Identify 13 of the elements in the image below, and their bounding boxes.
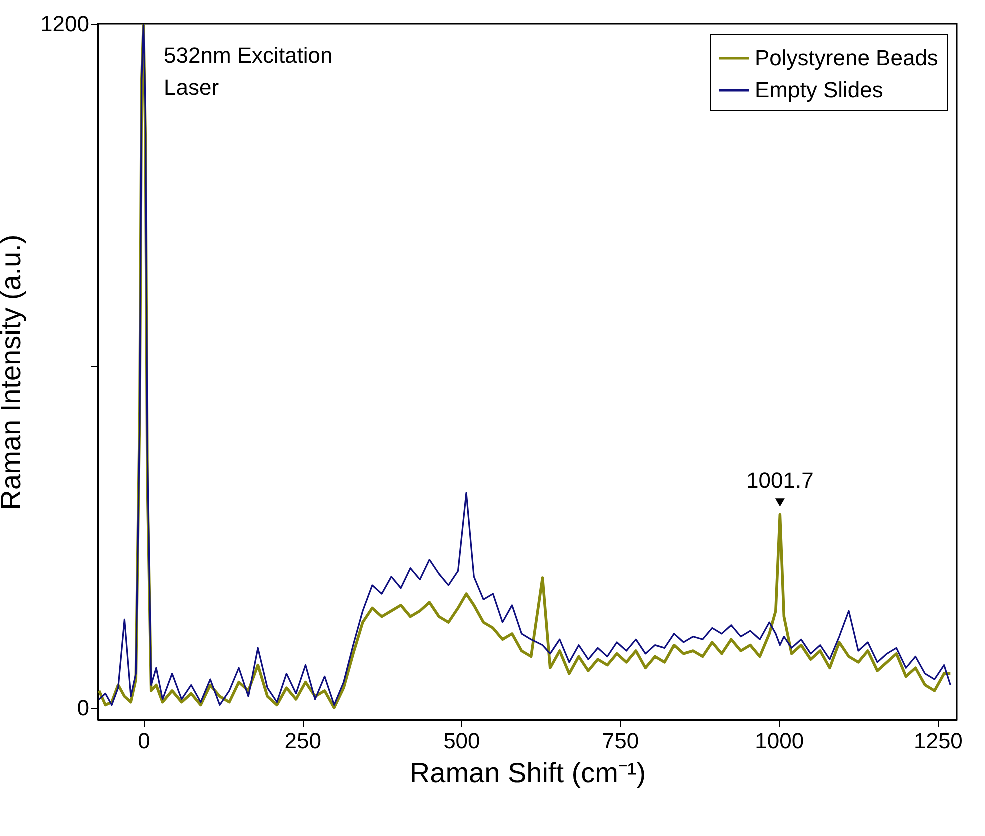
x-axis-title: Raman Shift (cm⁻¹) [410, 758, 646, 788]
x-tick-label: 1000 [755, 728, 804, 754]
legend-label: Empty Slides [755, 78, 884, 102]
x-tick-label: 500 [444, 728, 480, 754]
y-axis-title: Raman Intensity (a.u.) [0, 234, 27, 510]
legend-label: Polystyrene Beads [755, 46, 938, 70]
x-tick-label: 750 [602, 728, 640, 754]
annotation: 1001.7 [746, 468, 814, 493]
x-tick-label: 1250 [914, 728, 963, 754]
y-tick-label: 1200 [40, 12, 90, 36]
annotation: 532nm Excitation Laser [164, 43, 333, 100]
x-tick-label: 250 [284, 728, 322, 754]
x-tick-label: 0 [138, 728, 150, 754]
